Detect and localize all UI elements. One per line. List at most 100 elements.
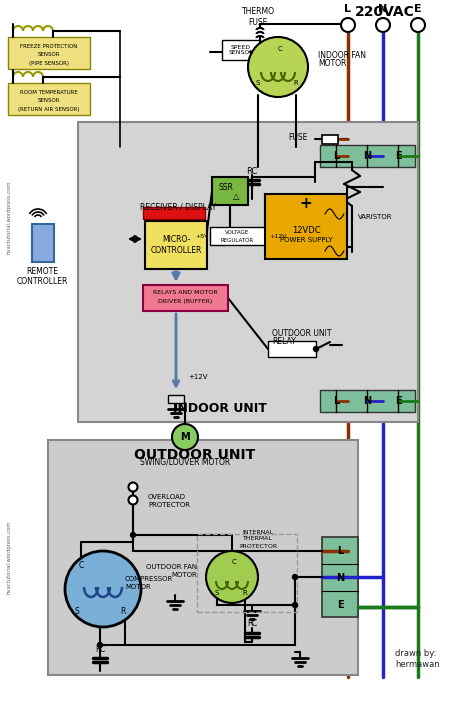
FancyBboxPatch shape [320, 145, 415, 167]
Circle shape [292, 602, 298, 607]
Text: SSR: SSR [219, 182, 233, 192]
Text: SENSOR: SENSOR [38, 98, 60, 103]
Text: MOTOR: MOTOR [125, 584, 151, 590]
FancyBboxPatch shape [322, 537, 358, 617]
FancyBboxPatch shape [322, 135, 338, 144]
Text: ROOM TEMPERATURE: ROOM TEMPERATURE [20, 90, 78, 95]
Text: REGULATOR: REGULATOR [220, 238, 254, 243]
Text: RELAY: RELAY [272, 337, 296, 346]
Text: OUTDOOR UNIT: OUTDOOR UNIT [272, 329, 331, 337]
Text: RC: RC [247, 619, 257, 628]
FancyBboxPatch shape [168, 395, 184, 403]
Text: S: S [256, 80, 260, 86]
Text: SWING/LOUVER MOTOR: SWING/LOUVER MOTOR [140, 457, 230, 467]
Text: L: L [333, 396, 339, 406]
Text: RC: RC [246, 167, 258, 175]
Text: (PIPE SENSOR): (PIPE SENSOR) [29, 61, 69, 66]
Text: SPEED
SENSOR: SPEED SENSOR [228, 45, 254, 55]
FancyBboxPatch shape [143, 207, 205, 219]
Text: S: S [215, 590, 219, 596]
Circle shape [98, 643, 102, 648]
Text: hvactutorial.wordpress.com: hvactutorial.wordpress.com [7, 520, 11, 594]
Text: E: E [414, 4, 422, 14]
Text: MICRO-
CONTROLLER: MICRO- CONTROLLER [150, 235, 202, 255]
Circle shape [248, 37, 308, 97]
Text: INTERNAL: INTERNAL [242, 530, 273, 534]
Text: drawn by:
hermawan: drawn by: hermawan [395, 649, 439, 669]
Text: FREEZE PROTECTION: FREEZE PROTECTION [20, 45, 78, 49]
Text: RC: RC [95, 645, 105, 653]
Text: E: E [395, 396, 401, 406]
Text: OVERLOAD: OVERLOAD [148, 494, 186, 500]
Text: THERMO
FUSE: THERMO FUSE [241, 7, 274, 27]
Text: +12V: +12V [188, 374, 208, 380]
Text: CONTROLLER: CONTROLLER [16, 278, 68, 286]
Text: MOTOR: MOTOR [318, 59, 346, 67]
Text: OUTDOOR UNIT: OUTDOOR UNIT [134, 448, 255, 462]
FancyBboxPatch shape [8, 83, 90, 115]
Text: N: N [363, 151, 371, 161]
Text: +5V: +5V [195, 233, 209, 238]
Text: N: N [378, 4, 388, 14]
Circle shape [313, 346, 319, 351]
Text: E: E [337, 600, 343, 610]
Text: PROTECTOR: PROTECTOR [239, 544, 277, 549]
Text: E: E [395, 151, 401, 161]
FancyBboxPatch shape [320, 390, 415, 412]
Text: INDOOR FAN: INDOOR FAN [318, 50, 366, 59]
FancyBboxPatch shape [212, 177, 248, 205]
Text: VOLTAGE: VOLTAGE [225, 230, 249, 235]
Text: L: L [337, 546, 343, 556]
Text: C: C [278, 46, 283, 52]
FancyBboxPatch shape [145, 221, 207, 269]
Circle shape [128, 496, 137, 505]
Text: L: L [333, 151, 339, 161]
Circle shape [172, 424, 198, 450]
Text: COMPRESSOR: COMPRESSOR [125, 576, 173, 582]
Text: △: △ [233, 192, 239, 201]
Text: OUTDOOR FAN: OUTDOOR FAN [146, 564, 197, 570]
Text: (RETURN AIR SENSOR): (RETURN AIR SENSOR) [18, 107, 80, 112]
Text: R: R [293, 80, 298, 86]
Circle shape [130, 532, 136, 537]
Text: hvactutorial.wordpress.com: hvactutorial.wordpress.com [7, 180, 11, 254]
Circle shape [376, 18, 390, 32]
Circle shape [65, 551, 141, 627]
Circle shape [411, 18, 425, 32]
Circle shape [128, 482, 137, 491]
Text: SENSOR: SENSOR [38, 52, 60, 57]
Text: N: N [336, 573, 344, 583]
Text: RECEIVER / DISPLAY: RECEIVER / DISPLAY [140, 202, 216, 211]
FancyBboxPatch shape [78, 122, 418, 422]
FancyBboxPatch shape [143, 285, 228, 311]
FancyBboxPatch shape [222, 40, 260, 60]
FancyBboxPatch shape [268, 341, 316, 357]
Text: RELAYS AND MOTOR: RELAYS AND MOTOR [153, 291, 218, 296]
Text: 220VAC: 220VAC [355, 5, 415, 19]
FancyBboxPatch shape [210, 227, 265, 245]
Text: 12VDC: 12VDC [292, 226, 320, 235]
Text: INDOOR UNIT: INDOOR UNIT [173, 402, 267, 416]
Text: R: R [243, 590, 247, 596]
Text: +: + [300, 197, 312, 211]
Text: S: S [74, 607, 79, 616]
FancyBboxPatch shape [265, 194, 347, 259]
Circle shape [206, 551, 258, 603]
Text: MOTOR: MOTOR [171, 572, 197, 578]
Text: L: L [345, 4, 352, 14]
Text: C: C [232, 559, 237, 565]
Text: VARISTOR: VARISTOR [358, 214, 392, 220]
Text: FUSE: FUSE [289, 132, 308, 141]
Circle shape [292, 575, 298, 580]
Text: C: C [78, 561, 83, 570]
Circle shape [341, 18, 355, 32]
Text: R: R [120, 607, 126, 616]
Text: +12V: +12V [269, 233, 287, 238]
Text: M: M [180, 432, 190, 442]
Text: POWER SUPPLY: POWER SUPPLY [280, 238, 332, 243]
Text: REMOTE: REMOTE [26, 267, 58, 276]
FancyBboxPatch shape [8, 37, 90, 69]
Text: THERMAL: THERMAL [243, 537, 273, 542]
FancyBboxPatch shape [32, 224, 54, 262]
Text: N: N [363, 396, 371, 406]
